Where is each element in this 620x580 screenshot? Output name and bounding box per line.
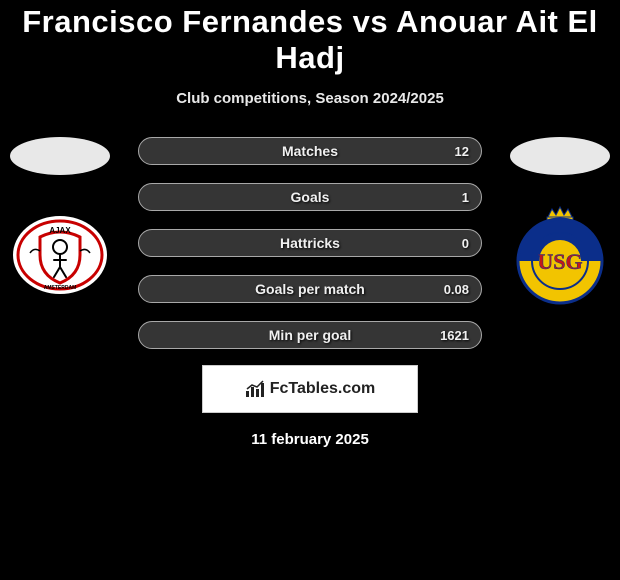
- right-club-crest: USG: [510, 213, 610, 297]
- stat-row-hattricks: Hattricks 0: [138, 229, 482, 257]
- svg-text:USG: USG: [537, 249, 582, 274]
- stat-value: 0.08: [444, 282, 469, 297]
- brand-badge[interactable]: FcTables.com: [202, 365, 418, 413]
- left-player-column: AJAX AMSTERDAM: [0, 137, 120, 297]
- stat-value: 12: [455, 144, 469, 159]
- brand-text: FcTables.com: [270, 380, 376, 398]
- date-text: 11 february 2025: [0, 431, 620, 448]
- stat-row-goals-per-match: Goals per match 0.08: [138, 275, 482, 303]
- subtitle: Club competitions, Season 2024/2025: [0, 90, 620, 107]
- svg-text:AMSTERDAM: AMSTERDAM: [44, 285, 77, 291]
- right-player-column: USG: [500, 137, 620, 297]
- stat-row-goals: Goals 1: [138, 183, 482, 211]
- stat-label: Min per goal: [269, 327, 351, 343]
- stat-value: 1621: [440, 328, 469, 343]
- stat-label: Hattricks: [280, 235, 340, 251]
- right-player-avatar: [510, 137, 610, 175]
- stat-label: Goals: [291, 189, 330, 205]
- stat-row-min-per-goal: Min per goal 1621: [138, 321, 482, 349]
- stats-list: Matches 12 Goals 1 Hattricks 0 Goals per…: [138, 137, 482, 367]
- page-title: Francisco Fernandes vs Anouar Ait El Had…: [0, 0, 620, 76]
- stat-value: 0: [462, 236, 469, 251]
- chart-icon: [245, 380, 267, 398]
- stat-row-matches: Matches 12: [138, 137, 482, 165]
- stat-label: Matches: [282, 143, 338, 159]
- stat-label: Goals per match: [255, 281, 365, 297]
- comparison-panel: AJAX AMSTERDAM USG Ma: [0, 137, 620, 357]
- left-club-crest: AJAX AMSTERDAM: [10, 213, 110, 297]
- left-player-avatar: [10, 137, 110, 175]
- stat-value: 1: [462, 190, 469, 205]
- svg-text:AJAX: AJAX: [49, 226, 71, 235]
